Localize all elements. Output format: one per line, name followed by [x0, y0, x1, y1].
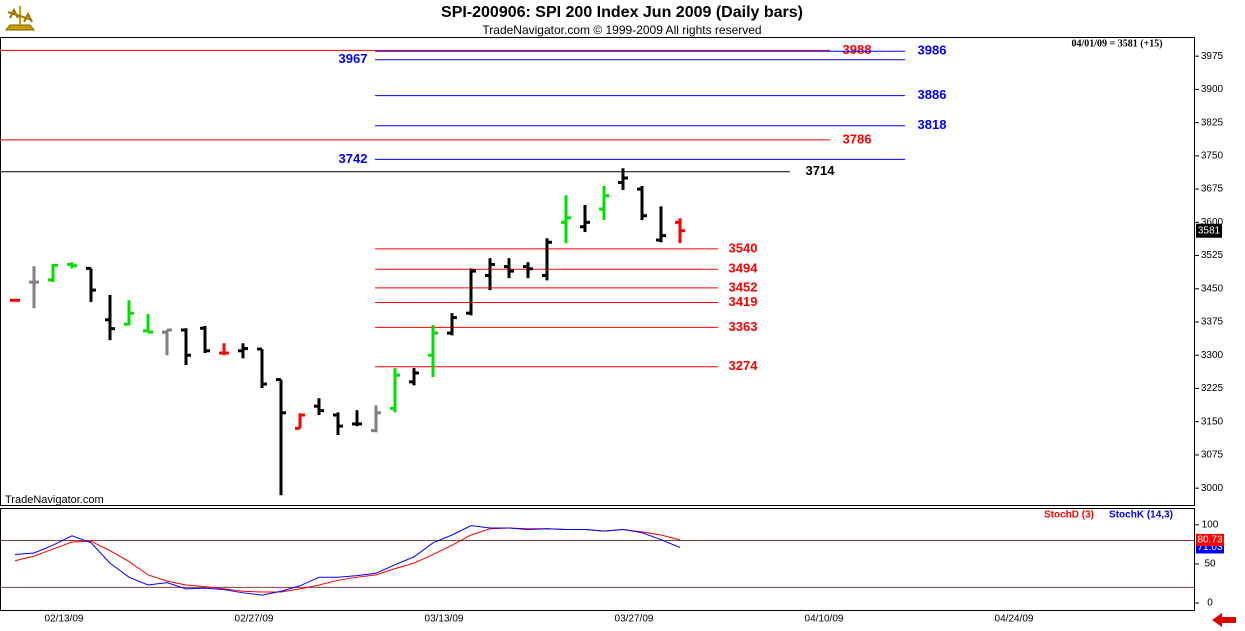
level-label: 3786	[843, 131, 872, 146]
y-tick-label: 3075	[1201, 450, 1224, 461]
y-tick-label: 3525	[1201, 250, 1224, 261]
y-tick-label: 3675	[1201, 184, 1224, 195]
level-label: 3274	[729, 358, 759, 373]
y-tick-label: 3750	[1201, 150, 1224, 161]
y-tick-label: 3450	[1201, 283, 1224, 294]
chart-title: SPI-200906: SPI 200 Index Jun 2009 (Dail…	[441, 4, 803, 21]
y-tick-label: 3975	[1201, 51, 1224, 62]
last-price-label: 3581	[1198, 225, 1221, 236]
x-tick-label: 02/27/09	[235, 614, 274, 625]
level-label: 3494	[729, 261, 759, 276]
legend-entry: StochD (3)	[1044, 510, 1094, 521]
y-tick-label: 0	[1207, 598, 1213, 609]
x-tick-label: 04/24/09	[995, 614, 1034, 625]
legend-entry: StochK (14,3)	[1109, 510, 1173, 521]
y-tick-label: 3825	[1201, 117, 1224, 128]
y-tick-label: 3900	[1201, 84, 1224, 95]
last-value-label: 71.03	[1197, 542, 1222, 553]
y-tick-label: 3225	[1201, 383, 1224, 394]
level-label: 3986	[918, 43, 947, 58]
y-tick-label: 50	[1204, 559, 1216, 570]
level-label: 3419	[729, 294, 758, 309]
level-label: 3818	[918, 117, 947, 132]
level-label: 3742	[339, 151, 368, 166]
last-info: 04/01/09 = 3581 (+15)	[1071, 38, 1162, 49]
scroll-arrow[interactable]	[1212, 613, 1236, 627]
y-tick-label: 3375	[1201, 317, 1224, 328]
chart-subtitle: TradeNavigator.com © 1999-2009 All right…	[482, 23, 761, 37]
stoch-line	[14, 525, 681, 596]
stoch-panel	[0, 508, 1195, 611]
level-label: 3363	[729, 319, 758, 334]
watermark: TradeNavigator.com	[5, 494, 104, 506]
level-label: 3452	[729, 279, 758, 294]
level-label: 3540	[729, 240, 758, 255]
level-label: 3988	[843, 42, 872, 57]
y-tick-label: 3300	[1201, 350, 1224, 361]
y-tick-label: 100	[1202, 519, 1219, 530]
price-panel	[0, 37, 1195, 506]
x-tick-label: 03/13/09	[425, 614, 464, 625]
logo	[4, 6, 36, 31]
level-label: 3714	[806, 163, 836, 178]
last-price-box	[1196, 223, 1222, 238]
last-value-label: 80.73	[1197, 535, 1222, 546]
level-label: 3886	[918, 87, 947, 102]
x-tick-label: 03/27/09	[615, 614, 654, 625]
y-tick-label: 3600	[1201, 217, 1224, 228]
last-value-box	[1196, 533, 1224, 546]
y-tick-label: 3000	[1201, 483, 1224, 494]
level-label: 3967	[339, 51, 368, 66]
y-tick-label: 3150	[1201, 416, 1224, 427]
x-tick-label: 04/10/09	[805, 614, 844, 625]
x-tick-label: 02/13/09	[45, 614, 84, 625]
